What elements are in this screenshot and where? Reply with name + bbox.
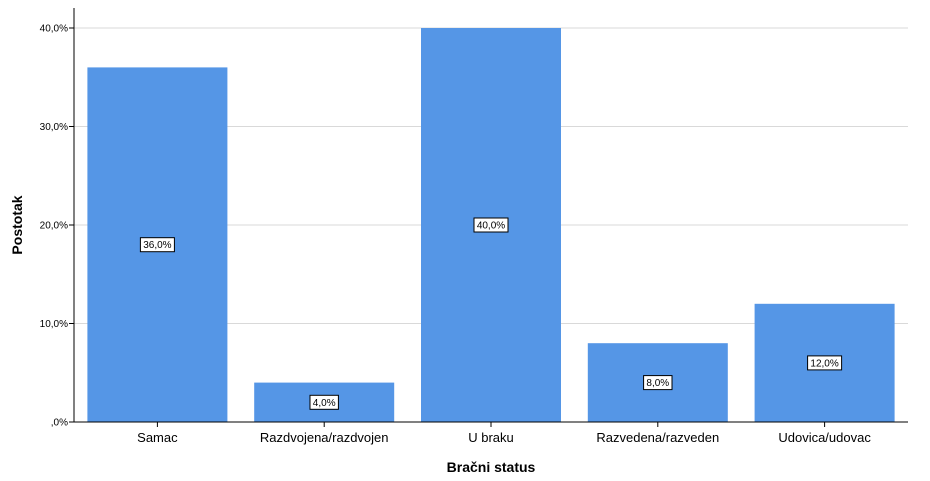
x-tick-label: U braku	[468, 430, 514, 445]
data-label: 36,0%	[143, 240, 171, 251]
data-label-box	[473, 217, 509, 233]
y-axis-title: Postotak	[9, 195, 25, 254]
data-label-box	[643, 375, 673, 391]
x-axis-categories: Samac Razdvojena/razdvojen U braku Razveden…	[137, 422, 871, 445]
x-tick-label: Razvedena/razveden	[596, 430, 719, 445]
data-label: 8,0%	[646, 378, 669, 389]
y-tick-label: 20,0%	[40, 221, 68, 232]
data-label: 4,0%	[313, 398, 336, 409]
data-label-box	[807, 355, 843, 371]
data-labels: 36,0% 4,0% 40,0% 8,0% 12,0%	[139, 217, 843, 410]
y-tick-label: 10,0%	[40, 319, 68, 330]
data-label: 12,0%	[810, 358, 838, 369]
x-tick-label: Udovica/udovac	[778, 430, 871, 445]
x-tick-label: Samac	[137, 430, 178, 445]
y-axis-ticks: ,0% 10,0% 20,0% 30,0% 40,0%	[40, 24, 74, 429]
x-axis-title: Bračni status	[447, 459, 536, 475]
y-tick-label: 30,0%	[40, 122, 68, 133]
data-label: 40,0%	[477, 221, 505, 232]
data-label-box	[139, 237, 175, 253]
data-label-box	[309, 394, 339, 410]
x-tick-label: Razdvojena/razdvojen	[260, 430, 389, 445]
y-tick-label: ,0%	[51, 418, 68, 429]
y-tick-label: 40,0%	[40, 24, 68, 35]
